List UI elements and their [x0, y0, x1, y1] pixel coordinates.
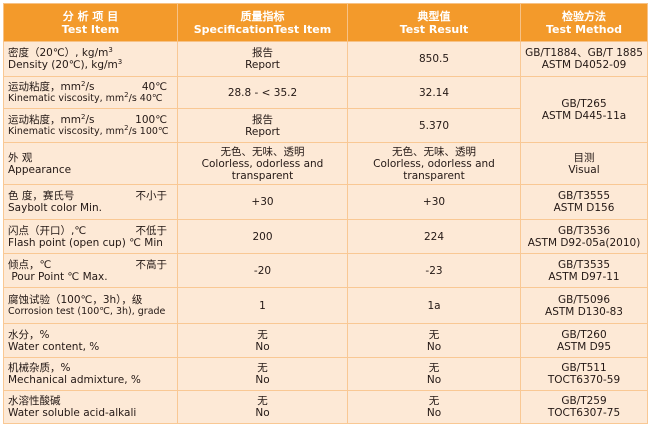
header-test-result: 典型值 Test Result: [347, 3, 521, 42]
spec-cell: 无 No: [177, 323, 348, 358]
result-cell: +30: [347, 184, 521, 220]
table-row: 倾点，℃ 不高于 Pour Point ℃ Max. -20 -23 GB/T35…: [3, 253, 648, 288]
method-cell: GB/T3536 ASTM D92-05a(2010): [520, 219, 648, 254]
method-cell: GB/T3555 ASTM D156: [520, 184, 648, 220]
method-cell: GB/T1884、GB/T 1885 ASTM D4052-09: [520, 41, 648, 77]
method-cell: GB/T3535 ASTM D97-11: [520, 253, 648, 288]
header-test-item: 分 析 项 目 Test Item: [3, 3, 178, 42]
item-cell: 倾点，℃ 不高于 Pour Point ℃ Max.: [3, 253, 178, 288]
method-cell: GB/T511 TOCT6370-59: [520, 357, 648, 391]
result-cell: 5.370: [347, 108, 521, 143]
method-cell: GB/T5096 ASTM D130-83: [520, 287, 648, 324]
spec-cell: 1: [177, 287, 348, 324]
result-cell: 无 No: [347, 357, 521, 391]
table-row: 外 观 Appearance 无色、无味、透明 Colorless, odorle…: [3, 142, 648, 185]
result-cell: 无 No: [347, 323, 521, 358]
spec-cell: 200: [177, 219, 348, 254]
item-cell: 腐蚀试验（100℃，3h），级 Corrosion test (100℃, 3h…: [3, 287, 178, 324]
item-cell: 水分，% Water content, %: [3, 323, 178, 358]
result-cell: 32.14: [347, 76, 521, 109]
method-cell: 目测 Visual: [520, 142, 648, 185]
method-cell: GB/T265 ASTM D445-11a: [520, 76, 648, 143]
header-specification: 质量指标 SpecificationTest Item: [177, 3, 348, 42]
header-row: 分 析 项 目 Test Item 质量指标 SpecificationTest I…: [3, 3, 648, 42]
table-row: 机械杂质，% Mechanical admixture, % 无 No 无 No G…: [3, 357, 648, 391]
table-row: 密度（20℃）, kg/m3 Density (20℃), kg/m3 报告 Re…: [3, 41, 648, 77]
result-cell: 无色、无味、透明 Colorless, odorless and transpare…: [347, 142, 521, 185]
result-cell: 1a: [347, 287, 521, 324]
spec-cell: 报告 Report: [177, 41, 348, 77]
item-cell: 水溶性酸碱 Water soluble acid-alkali: [3, 390, 178, 424]
table-row: 闪点（开口）,℃ 不低于 Flash point (open cup) ℃ Min…: [3, 219, 648, 254]
spec-cell: +30: [177, 184, 348, 220]
spec-cell: 28.8 - < 35.2: [177, 76, 348, 109]
table-row: 色 度，赛氏号 不小于 Saybolt color Min. +30 +30 GB…: [3, 184, 648, 220]
spec-cell: 无色、无味、透明 Colorless, odorless and transpare…: [177, 142, 348, 185]
spec-cell: 无 No: [177, 357, 348, 391]
item-cell: 密度（20℃）, kg/m3 Density (20℃), kg/m3: [3, 41, 178, 77]
spec-cell: 无 No: [177, 390, 348, 424]
spec-cell: 报告 Report: [177, 108, 348, 143]
table-row: 水分，% Water content, % 无 No 无 No GB/T260 AST…: [3, 323, 648, 358]
table-row: 运动粘度，mm2/s 40℃ Kinematic viscosity, mm2/s…: [3, 76, 648, 143]
test-report-table: 分 析 项 目 Test Item 质量指标 SpecificationTest I…: [3, 3, 648, 424]
method-cell: GB/T259 TOCT6307-75: [520, 390, 648, 424]
result-cell: 224: [347, 219, 521, 254]
item-cell: 外 观 Appearance: [3, 142, 178, 185]
item-cell: 机械杂质，% Mechanical admixture, %: [3, 357, 178, 391]
header-test-method: 检验方法 Test Method: [520, 3, 648, 42]
item-cell: 闪点（开口）,℃ 不低于 Flash point (open cup) ℃ Min: [3, 219, 178, 254]
item-cell: 运动粘度，mm2/s 40℃ Kinematic viscosity, mm2/s…: [3, 76, 178, 109]
table-row: 运动粘度，mm2/s 100℃ Kinematic viscosity, mm2/…: [3, 108, 648, 143]
result-cell: 850.5: [347, 41, 521, 77]
spec-cell: -20: [177, 253, 348, 288]
item-cell: 色 度，赛氏号 不小于 Saybolt color Min.: [3, 184, 178, 220]
table-row: 水溶性酸碱 Water soluble acid-alkali 无 No 无 No …: [3, 390, 648, 424]
result-cell: -23: [347, 253, 521, 288]
method-cell: GB/T260 ASTM D95: [520, 323, 648, 358]
table-row: 腐蚀试验（100℃，3h），级 Corrosion test (100℃, 3h…: [3, 287, 648, 324]
item-cell: 运动粘度，mm2/s 100℃ Kinematic viscosity, mm2/…: [3, 108, 178, 143]
result-cell: 无 No: [347, 390, 521, 424]
